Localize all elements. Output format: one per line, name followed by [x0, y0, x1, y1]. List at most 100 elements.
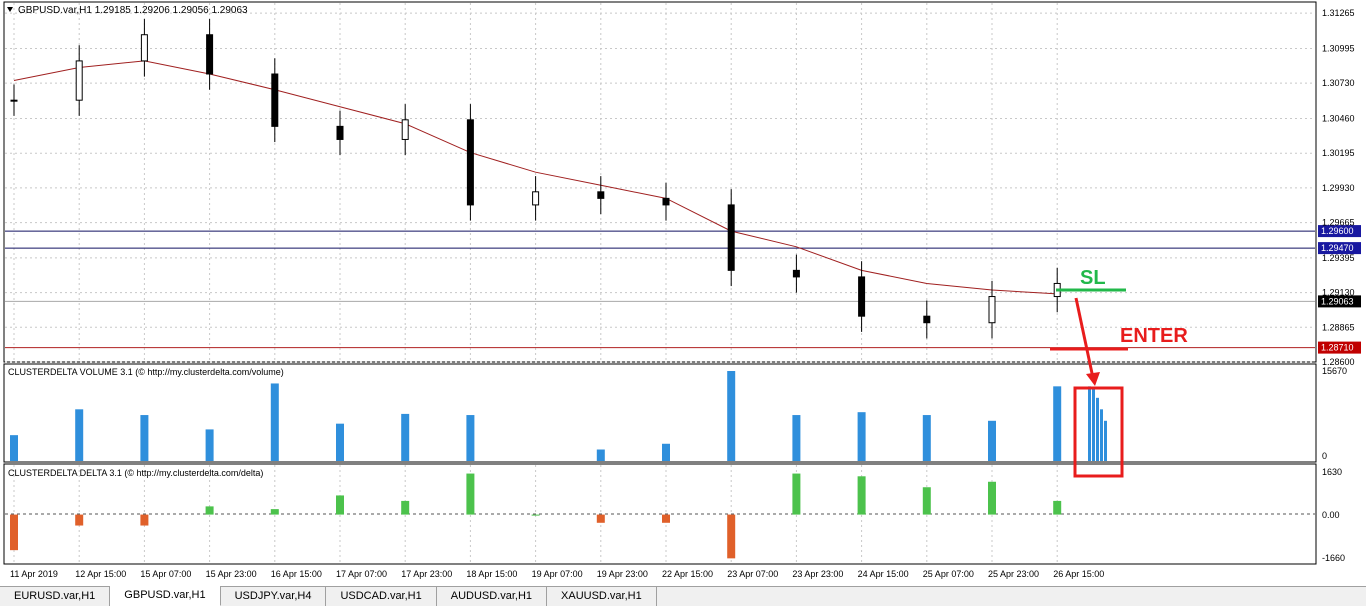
volume-bar-highlight	[1096, 397, 1099, 461]
delta-bar	[857, 476, 866, 515]
candle-body	[75, 60, 83, 101]
price-tick-label: 1.28865	[1322, 322, 1355, 332]
volume-bar	[466, 415, 475, 461]
delta-bar	[75, 514, 84, 526]
symbol-tab-1[interactable]: GBPUSD.var,H1	[110, 586, 221, 606]
time-tick-label: 16 Apr 15:00	[271, 569, 322, 579]
price-label-level-3	[1318, 341, 1361, 354]
symbol-tab-2[interactable]: USDJPY.var,H4	[221, 587, 327, 606]
price-tick-label: 1.29665	[1322, 218, 1355, 228]
volume-panel-title: CLUSTERDELTA VOLUME 3.1 (© http://my.clu…	[8, 367, 284, 377]
chart-canvas[interactable]: 1.29600 1.29470 1.29063 1.28710 11 Apr 2019…	[0, 0, 1366, 586]
moving-average-line	[13, 60, 1058, 295]
time-tick-label: 25 Apr 23:00	[988, 569, 1039, 579]
volume-bar	[336, 423, 344, 461]
volume-bar-highlight	[1104, 420, 1107, 461]
price-label-level-1	[1318, 225, 1361, 238]
volume-bar	[75, 409, 84, 461]
volume-bar	[596, 449, 605, 461]
time-tick-label: 17 Apr 23:00	[401, 569, 452, 579]
delta-panel-title: CLUSTERDELTA DELTA 3.1 (© http://my.clus…	[8, 468, 263, 478]
time-tick-label: 23 Apr 07:00	[727, 569, 778, 579]
price-label-text: 1.28710	[1321, 343, 1354, 353]
price-label-text: 1.29600	[1321, 226, 1354, 236]
price-tick-label: 1.30460	[1322, 114, 1355, 124]
price-tick-label: 1.30730	[1322, 78, 1355, 88]
volume-bar	[727, 371, 736, 461]
symbol-tab-3[interactable]: USDCAD.var,H1	[326, 587, 437, 606]
symbol-tab-5[interactable]: XAUUSD.var,H1	[547, 587, 657, 606]
time-tick-label: 18 Apr 15:00	[466, 569, 517, 579]
delta-bar	[466, 473, 475, 515]
candle-body	[923, 315, 931, 324]
volume-panel[interactable]	[3, 363, 1317, 463]
price-tick-label: 1.28600	[1322, 357, 1355, 367]
candle-body	[336, 125, 344, 140]
symbol-tab-4[interactable]: AUDUSD.var,H1	[437, 587, 548, 606]
delta-bar	[401, 500, 410, 515]
price-label-text: 1.29063	[1321, 296, 1354, 306]
triangle-down-icon[interactable]	[7, 7, 13, 12]
time-tick-label: 23 Apr 23:00	[792, 569, 843, 579]
candle-body	[532, 191, 540, 206]
volume-tick-max: 15670	[1322, 366, 1347, 376]
time-tick-label: 25 Apr 07:00	[923, 569, 974, 579]
highlight-box	[1073, 386, 1124, 478]
volume-bar	[1053, 386, 1062, 461]
price-label-current	[1318, 295, 1361, 308]
candle-body	[466, 119, 474, 206]
volume-bars	[10, 371, 1107, 461]
candle-body	[858, 276, 866, 317]
candle-body	[206, 34, 214, 75]
volume-bar-highlight	[1100, 409, 1103, 461]
price-label-text: 1.29470	[1321, 243, 1354, 253]
delta-bar	[727, 514, 736, 559]
price-tick-label: 1.29930	[1322, 183, 1355, 193]
delta-tick-max: 1630	[1322, 467, 1342, 477]
volume-bar	[10, 435, 18, 461]
volume-bar	[857, 412, 866, 461]
time-tick-label: 15 Apr 23:00	[206, 569, 257, 579]
price-tick-label: 1.30195	[1322, 148, 1355, 158]
price-label-level-2	[1318, 242, 1361, 255]
delta-bar	[922, 487, 931, 515]
delta-bar	[596, 514, 605, 523]
volume-bar	[140, 415, 149, 461]
time-tick-label: 11 Apr 2019	[10, 569, 58, 579]
volume-bar-highlight	[1092, 389, 1095, 461]
candle-body	[597, 191, 605, 199]
sl-label: SL	[1080, 267, 1106, 289]
volume-bar	[988, 420, 996, 461]
main-price-panel[interactable]	[3, 1, 1317, 363]
delta-tick-zero: 0.00	[1322, 510, 1340, 520]
price-tick-label: 1.31265	[1322, 8, 1355, 18]
time-tick-label: 19 Apr 07:00	[532, 569, 583, 579]
candle-body	[727, 204, 735, 271]
volume-bar	[270, 383, 279, 461]
time-tick-label: 19 Apr 23:00	[597, 569, 648, 579]
delta-bars	[10, 473, 1062, 559]
price-tick-label: 1.29130	[1322, 288, 1355, 298]
axis-labels: 11 Apr 2019 12 Apr 15:00 15 Apr 07:00 15 Ap…	[10, 8, 1355, 579]
time-tick-label: 15 Apr 07:00	[140, 569, 191, 579]
volume-bar	[922, 415, 931, 461]
entry-arrow	[1074, 297, 1095, 379]
symbol-tab-bar: EURUSD.var,H1 GBPUSD.var,H1 USDJPY.var,H4 U…	[0, 586, 1366, 606]
delta-tick-min: -1660	[1322, 553, 1345, 563]
delta-bar	[140, 514, 149, 526]
delta-bar	[1053, 500, 1062, 515]
candle-body	[10, 99, 18, 102]
volume-bar	[792, 415, 801, 461]
delta-bar	[10, 514, 18, 551]
volume-bar	[205, 429, 214, 461]
candle-body	[792, 269, 800, 278]
arrow-head-icon	[1086, 372, 1100, 386]
candle-body	[401, 119, 409, 140]
symbol-tab-0[interactable]: EURUSD.var,H1	[0, 587, 111, 606]
volume-tick-zero: 0	[1322, 451, 1327, 461]
delta-bar	[988, 481, 996, 515]
delta-bar	[531, 514, 540, 516]
time-tick-label: 24 Apr 15:00	[858, 569, 909, 579]
time-tick-label: 12 Apr 15:00	[75, 569, 126, 579]
price-tick-label: 1.29395	[1322, 253, 1355, 263]
